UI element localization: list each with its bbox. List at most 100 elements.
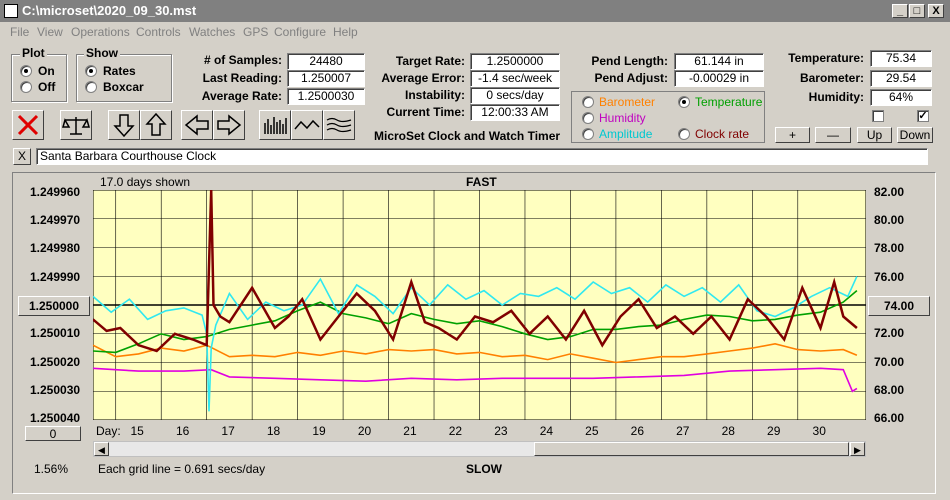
temperature-radio[interactable] bbox=[678, 96, 690, 108]
left-tick-label: 1.250040 bbox=[30, 411, 81, 425]
right-tick-label: 76.00 bbox=[874, 270, 905, 284]
x-tick-label: 19 bbox=[312, 424, 326, 438]
right-tick-label: 68.00 bbox=[874, 383, 905, 397]
center-temp-button[interactable]: 74.00 bbox=[868, 296, 930, 316]
close-button[interactable]: X bbox=[928, 4, 944, 18]
wave-button[interactable] bbox=[291, 110, 323, 140]
menu-view[interactable]: View bbox=[37, 25, 63, 39]
wave-icon bbox=[294, 119, 320, 130]
instability-value: 0 secs/day bbox=[470, 87, 560, 104]
right-tick-label: 70.00 bbox=[874, 355, 905, 369]
minus-button[interactable]: — bbox=[815, 127, 851, 143]
down-button[interactable]: Down bbox=[897, 127, 933, 143]
minimize-button[interactable]: _ bbox=[892, 4, 908, 18]
menu-file[interactable]: File bbox=[10, 25, 30, 39]
left-tick-label: 1.249960 bbox=[30, 185, 81, 199]
series-barometer bbox=[93, 342, 858, 364]
show-boxcar-label: Boxcar bbox=[103, 80, 144, 94]
zero-button[interactable]: 0 bbox=[25, 426, 81, 441]
left-tick-label: 1.250020 bbox=[30, 355, 81, 369]
right-tick-label: 82.00 bbox=[874, 185, 905, 199]
clock-name-input[interactable]: Santa Barbara Courthouse Clock bbox=[36, 148, 928, 165]
maximize-button[interactable]: □ bbox=[909, 4, 925, 18]
show-group bbox=[76, 54, 172, 102]
x-tick-label: 26 bbox=[630, 424, 644, 438]
menu-operations[interactable]: Operations bbox=[71, 25, 130, 39]
average-rate-label: Average Rate: bbox=[201, 89, 282, 103]
series-humidity bbox=[93, 367, 858, 393]
x-tick-label: 18 bbox=[266, 424, 281, 438]
series-amplitude bbox=[93, 275, 858, 412]
scroll-right-icon[interactable]: ▶ bbox=[850, 442, 865, 456]
menu-gps[interactable]: GPS bbox=[243, 25, 269, 39]
last-reading-label: Last Reading: bbox=[202, 71, 282, 85]
current-time-label: Current Time: bbox=[386, 105, 465, 119]
plus-button[interactable]: + bbox=[775, 127, 810, 143]
clock-rate-radio[interactable] bbox=[678, 128, 690, 140]
amplitude-radio[interactable] bbox=[582, 128, 594, 140]
humidity-readout-label: Humidity: bbox=[808, 90, 864, 104]
plot-group-title: Plot bbox=[20, 46, 47, 60]
slow-label: SLOW bbox=[466, 462, 502, 476]
grid-lines bbox=[93, 190, 866, 420]
arrow-up-icon bbox=[145, 112, 167, 136]
clear-name-button[interactable]: X bbox=[13, 148, 31, 165]
average-error-label: Average Error: bbox=[381, 71, 465, 85]
pend-length-label: Pend Length: bbox=[591, 54, 668, 68]
pend-length-value: 61.144 in bbox=[674, 53, 764, 70]
left-tick-label: 1.250030 bbox=[30, 383, 81, 397]
show-boxcar-radio[interactable] bbox=[85, 81, 97, 93]
window-title: C:\microset\2020_09_30.mst bbox=[22, 3, 197, 18]
arrow-right-icon bbox=[217, 114, 242, 136]
right-tick-label: 72.00 bbox=[874, 326, 905, 340]
scroll-left-icon[interactable]: ◀ bbox=[94, 442, 109, 456]
humidity-label: Humidity bbox=[599, 111, 646, 125]
plot-on-radio[interactable] bbox=[20, 65, 32, 77]
target-rate-value: 1.2500000 bbox=[470, 53, 560, 70]
center-rate-button[interactable]: 1.250000 bbox=[18, 296, 90, 316]
up-arrow-button[interactable] bbox=[140, 110, 172, 140]
histogram-button[interactable] bbox=[259, 110, 291, 140]
right-tick-label: 80.00 bbox=[874, 213, 905, 227]
barometer-radio[interactable] bbox=[582, 96, 594, 108]
humidity-radio[interactable] bbox=[582, 112, 594, 124]
x-tick-label: 20 bbox=[357, 424, 372, 438]
grid-note: Each grid line = 0.691 secs/day bbox=[98, 462, 266, 476]
temperature-label: Temperature bbox=[695, 95, 763, 109]
x-tick-label: 25 bbox=[585, 424, 599, 438]
x-axis-label: Day: bbox=[96, 424, 121, 438]
show-rates-radio[interactable] bbox=[85, 65, 97, 77]
humidity-readout-value: 64% bbox=[870, 89, 932, 106]
plot-area bbox=[93, 190, 866, 420]
stop-button[interactable] bbox=[12, 110, 44, 140]
left-arrow-button[interactable] bbox=[181, 110, 213, 140]
menu-controls[interactable]: Controls bbox=[136, 25, 181, 39]
arrow-left-icon bbox=[184, 114, 209, 136]
checkbox-1[interactable] bbox=[872, 110, 884, 122]
left-tick-label: 1.249980 bbox=[30, 241, 81, 255]
menu-configure[interactable]: Configure bbox=[274, 25, 327, 39]
percent-readout: 1.56% bbox=[34, 462, 69, 476]
down-arrow-button[interactable] bbox=[108, 110, 140, 140]
menu-watches[interactable]: Watches bbox=[189, 25, 236, 39]
menu-help[interactable]: Help bbox=[333, 25, 358, 39]
menu-bar: File View Operations Controls Watches GP… bbox=[0, 22, 950, 42]
scroll-thumb[interactable] bbox=[534, 442, 849, 456]
pend-adjust-label: Pend Adjust: bbox=[594, 71, 668, 85]
left-tick-label: 1.250010 bbox=[30, 326, 81, 340]
x-tick-label: 24 bbox=[539, 424, 554, 438]
right-arrow-button[interactable] bbox=[213, 110, 245, 140]
clock-rate-label: Clock rate bbox=[695, 127, 750, 141]
balance-button[interactable] bbox=[60, 110, 92, 140]
amplitude-label: Amplitude bbox=[599, 127, 653, 141]
horizontal-scrollbar[interactable]: ◀ ▶ bbox=[93, 441, 866, 457]
up-button[interactable]: Up bbox=[857, 127, 892, 143]
x-tick-label: 29 bbox=[767, 424, 781, 438]
chart-frame bbox=[12, 172, 936, 494]
plot-off-label: Off bbox=[38, 80, 56, 94]
barometer-readout-label: Barometer: bbox=[799, 71, 864, 85]
temperature-readout-value: 75.34 bbox=[870, 50, 932, 67]
plot-off-radio[interactable] bbox=[20, 81, 32, 93]
multiwave-button[interactable] bbox=[323, 110, 355, 140]
checkbox-2[interactable]: ✓ bbox=[917, 110, 929, 122]
